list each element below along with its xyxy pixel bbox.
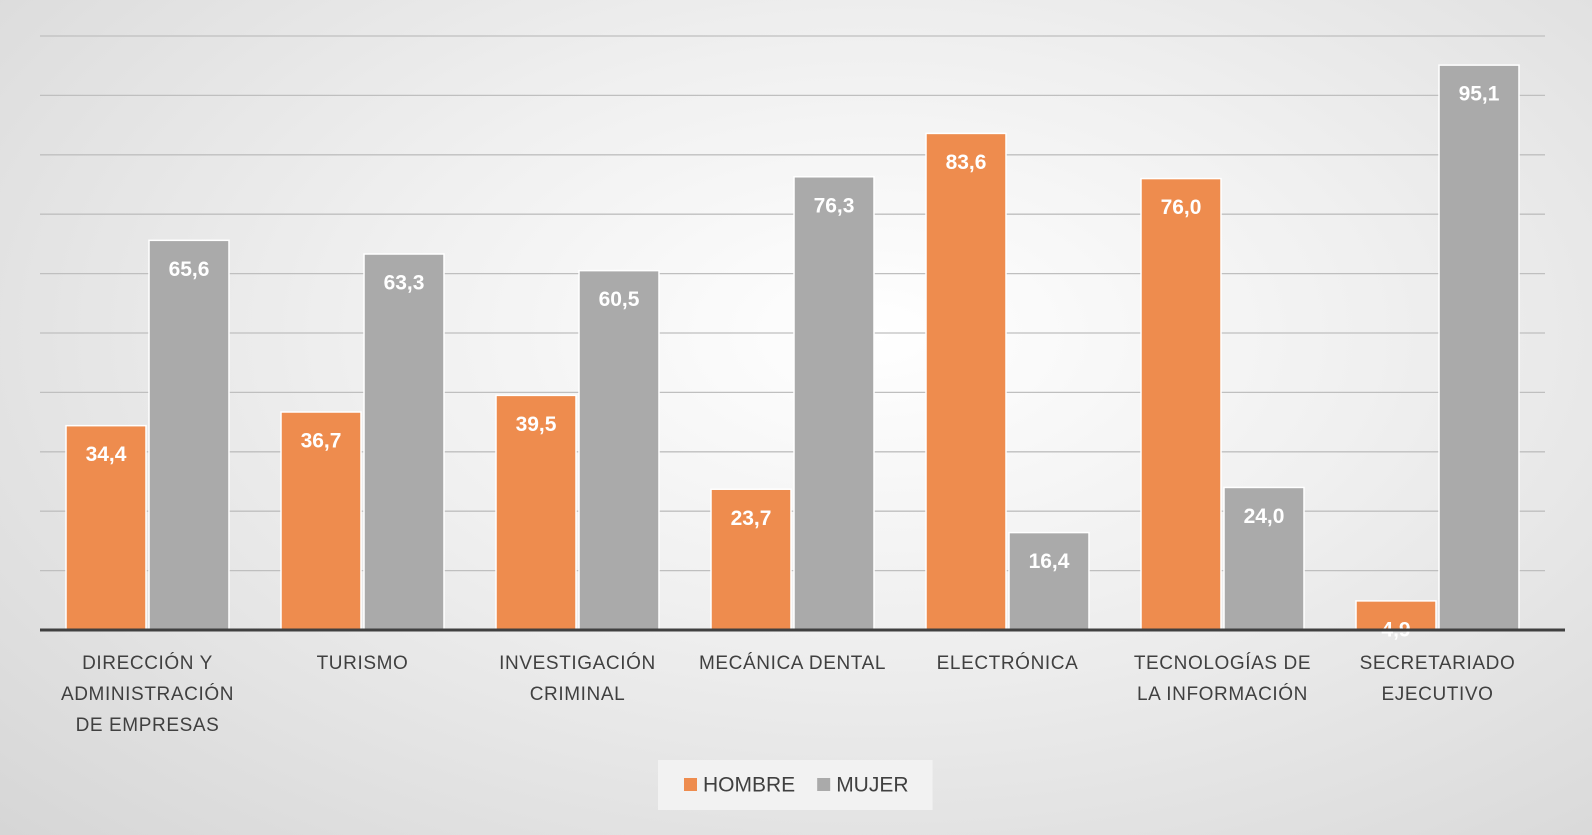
x-tick-label: TECNOLOGÍAS DE LA INFORMACIÓN bbox=[1133, 653, 1312, 705]
data-label: 76,3 bbox=[814, 194, 855, 217]
bar bbox=[65, 424, 147, 631]
data-label: 60,5 bbox=[599, 288, 640, 311]
bar bbox=[578, 269, 660, 631]
x-tick-label: MECÁNICA DENTAL bbox=[698, 653, 887, 674]
data-label: 65,6 bbox=[169, 258, 210, 281]
data-label: 34,4 bbox=[86, 443, 127, 466]
bar bbox=[148, 239, 230, 631]
data-label: 95,1 bbox=[1459, 83, 1500, 106]
bar bbox=[710, 488, 792, 631]
bar bbox=[1355, 600, 1437, 631]
x-tick-label: INVESTIGACIÓN CRIMINAL bbox=[499, 653, 656, 705]
x-tick-label: TURISMO bbox=[316, 653, 409, 674]
bar bbox=[1008, 531, 1090, 631]
legend-swatch bbox=[684, 778, 697, 791]
legend-box bbox=[658, 760, 933, 810]
x-tick-label: ELECTRÓNICA bbox=[936, 653, 1079, 674]
x-tick-label: SECRETARIADO EJECUTIVO bbox=[1359, 653, 1516, 705]
bar bbox=[363, 253, 445, 631]
bar bbox=[1438, 64, 1520, 631]
bar bbox=[495, 394, 577, 631]
data-label: 23,7 bbox=[731, 507, 772, 530]
bar bbox=[1223, 486, 1305, 631]
data-label: 83,6 bbox=[946, 151, 987, 174]
data-label: 63,3 bbox=[384, 272, 425, 295]
bar bbox=[793, 176, 875, 631]
data-label: 36,7 bbox=[301, 430, 342, 453]
legend-label: MUJER bbox=[836, 774, 908, 797]
data-label: 76,0 bbox=[1161, 196, 1202, 219]
data-label: 16,4 bbox=[1029, 550, 1070, 573]
legend-label: HOMBRE bbox=[703, 774, 795, 797]
x-tick-label: DIRECCIÓN Y ADMINISTRACIÓN DE EMPRESAS bbox=[60, 653, 235, 736]
data-label: 39,5 bbox=[516, 413, 557, 436]
data-label: 24,0 bbox=[1244, 505, 1285, 528]
legend-swatch bbox=[817, 778, 831, 791]
bar bbox=[1140, 177, 1222, 631]
bar bbox=[280, 411, 362, 631]
bar bbox=[925, 132, 1007, 631]
